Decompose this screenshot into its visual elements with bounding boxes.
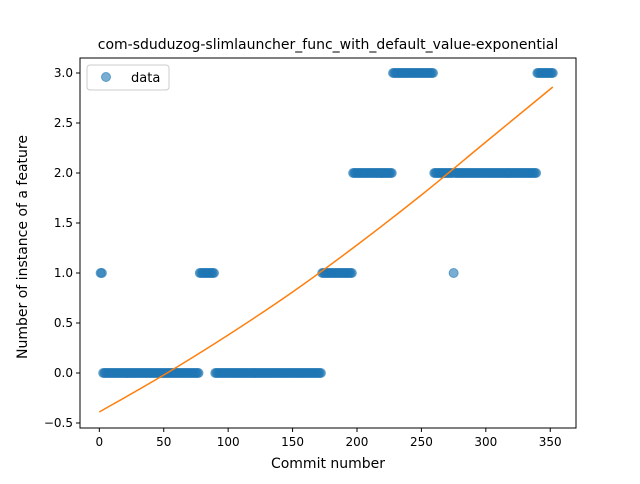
y-tick-label: 3.0	[54, 66, 73, 80]
plot-layer	[95, 68, 558, 413]
data-point	[448, 268, 459, 278]
data-point	[428, 68, 438, 78]
y-tick-label: 0.0	[54, 366, 73, 380]
x-tick-label: 100	[217, 435, 240, 449]
data-point	[315, 368, 326, 378]
data-point	[386, 168, 397, 178]
y-axis-label: Number of instance of a feature	[15, 135, 31, 359]
data-point	[531, 168, 542, 178]
x-axis-label: Commit number	[271, 456, 385, 472]
fit-line	[98, 86, 554, 413]
chart-title: com-sduduzog-slimlauncher_func_with_defa…	[98, 37, 558, 53]
x-tick-label: 50	[156, 435, 171, 449]
x-tick-label: 250	[410, 435, 433, 449]
x-tick-label: 150	[281, 435, 304, 449]
y-tick-label: −0.5	[44, 416, 73, 430]
y-tick-label: 2.0	[54, 166, 73, 180]
data-point	[346, 268, 357, 278]
x-tick-label: 300	[474, 435, 497, 449]
legend-label-data: data	[131, 71, 160, 86]
plot-frame	[79, 57, 577, 429]
x-tick-label: 0	[96, 435, 104, 449]
x-tick-label: 350	[539, 435, 562, 449]
legend: data	[86, 64, 170, 91]
data-point	[96, 268, 107, 278]
ticks-layer: 0 50 100 150 200 250 300 350 −0.5 0.0 0.5 1.0 1.5 2.0…	[44, 66, 562, 449]
y-tick-label: 0.5	[54, 316, 73, 330]
data-point	[547, 68, 558, 78]
legend-box	[86, 64, 170, 91]
y-tick-label: 1.5	[54, 216, 73, 230]
x-tick-label: 200	[346, 435, 369, 449]
y-tick-label: 2.5	[54, 116, 73, 130]
data-point	[193, 368, 204, 378]
legend-marker-data	[101, 72, 111, 82]
y-tick-label: 1.0	[54, 266, 73, 280]
data-point	[208, 268, 219, 278]
